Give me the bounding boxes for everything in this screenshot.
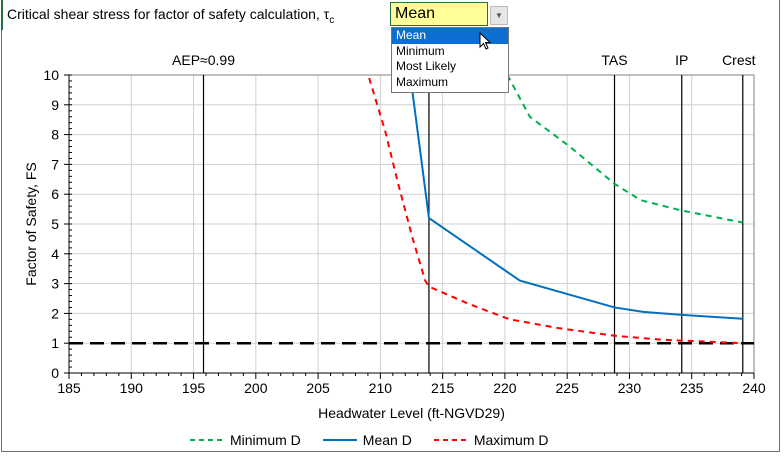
y-tick-label: 4 xyxy=(51,246,59,262)
y-tick-label: 9 xyxy=(51,97,59,113)
y-tick-label: 2 xyxy=(51,305,59,321)
x-tick-label: 230 xyxy=(618,380,642,396)
legend-mean: Mean D xyxy=(322,432,412,448)
x-tick-label: 220 xyxy=(493,380,517,396)
x-tick-label: 190 xyxy=(120,380,144,396)
mouse-cursor-icon xyxy=(479,32,492,50)
dropdown-list[interactable]: Mean Minimum Most Likely Maximum xyxy=(391,27,509,93)
x-tick-label: 225 xyxy=(556,380,580,396)
series-mean-d xyxy=(409,74,743,320)
option-mean[interactable]: Mean xyxy=(392,28,508,44)
critical-shear-dropdown[interactable]: Mean xyxy=(390,2,488,26)
x-tick-label: 240 xyxy=(742,380,766,396)
x-tick-label: 205 xyxy=(306,380,330,396)
legend-swatch-minimum xyxy=(190,439,224,441)
reference-label: AEP≈0.99 xyxy=(172,52,235,68)
y-tick-label: 5 xyxy=(51,216,59,232)
y-tick-label: 3 xyxy=(51,276,59,292)
y-tick-label: 1 xyxy=(51,335,59,351)
legend-label: Minimum D xyxy=(230,432,301,448)
reference-label: IP xyxy=(675,52,688,68)
y-tick-label: 6 xyxy=(51,186,59,202)
chevron-down-icon[interactable]: ▼ xyxy=(490,6,508,25)
y-tick-label: 10 xyxy=(43,67,59,83)
legend-label: Mean D xyxy=(362,432,412,448)
option-maximum[interactable]: Maximum xyxy=(396,74,449,89)
y-tick-label: 0 xyxy=(51,365,59,381)
reference-label: TAS xyxy=(601,52,627,68)
x-tick-label: 185 xyxy=(57,380,81,396)
option-most-likely[interactable]: Most Likely xyxy=(396,59,457,73)
legend-swatch-mean xyxy=(322,439,357,441)
title-text: Critical shear stress for factor of safe… xyxy=(7,6,330,22)
legend-minimum: Minimum D xyxy=(190,432,301,448)
legend-label: Maximum D xyxy=(473,432,549,448)
x-tick-label: 200 xyxy=(244,380,268,396)
series-minimum-d xyxy=(506,74,743,224)
x-tick-label: 195 xyxy=(182,380,206,396)
reference-label: Crest xyxy=(722,52,756,68)
legend-maximum: Maximum D xyxy=(433,432,549,448)
cell-border xyxy=(1,0,9,30)
legend-swatch-maximum xyxy=(433,439,468,441)
x-tick-label: 235 xyxy=(680,380,704,396)
y-axis-label: Factor of Safety, FS xyxy=(23,162,39,285)
title-subscript: c xyxy=(329,14,335,26)
option-minimum[interactable]: Minimum xyxy=(396,43,445,58)
y-tick-label: 8 xyxy=(51,127,59,143)
legend: Minimum D Mean D Maximum D xyxy=(190,432,548,448)
x-tick-label: 215 xyxy=(431,380,455,396)
x-axis-label: Headwater Level (ft-NGVD29) xyxy=(318,405,505,421)
series-maximum-d xyxy=(368,77,743,345)
control-label: Critical shear stress for factor of safe… xyxy=(7,6,334,26)
x-tick-label: 210 xyxy=(369,380,393,396)
y-tick-label: 7 xyxy=(51,156,59,172)
